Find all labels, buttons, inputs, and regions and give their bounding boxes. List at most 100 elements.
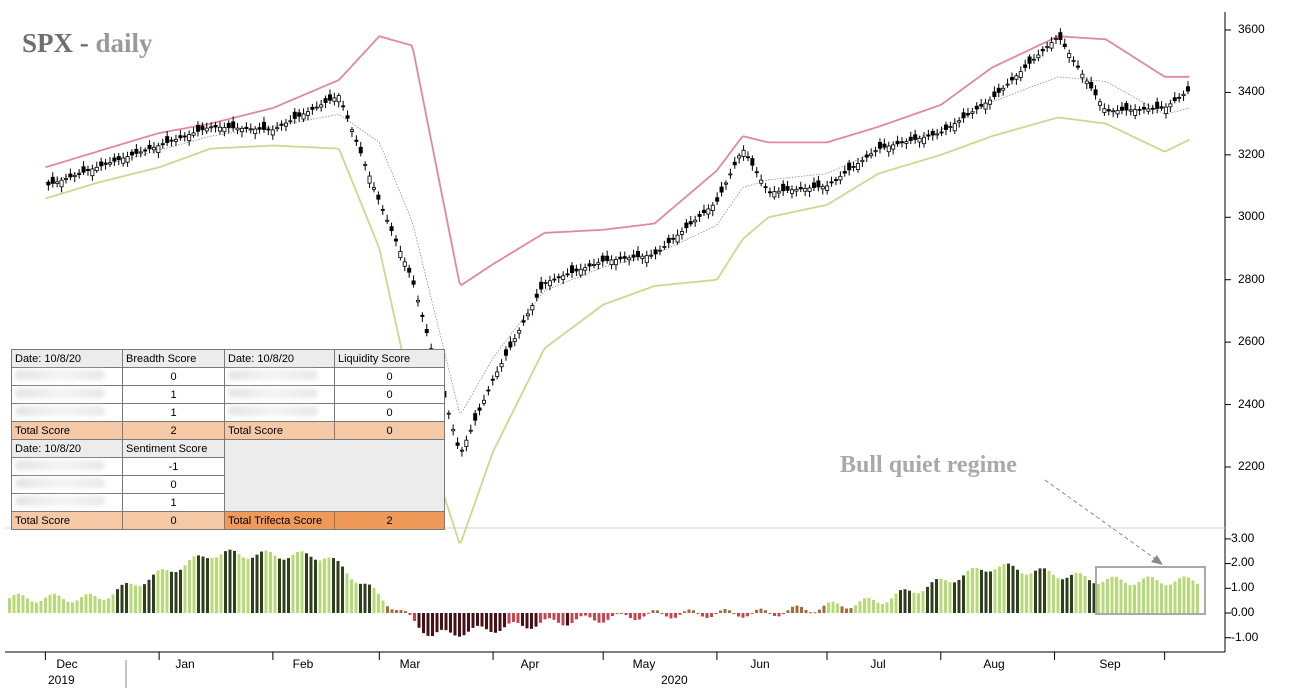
candle-body xyxy=(1097,101,1102,106)
histogram-bar xyxy=(93,596,97,613)
candle-body xyxy=(974,105,979,110)
candle-body xyxy=(327,94,332,101)
candle-body xyxy=(310,106,315,110)
histogram-bar xyxy=(192,556,196,613)
histogram-bar xyxy=(885,602,889,613)
histogram-bar xyxy=(588,613,592,618)
candle-body xyxy=(213,124,218,128)
histogram-bar xyxy=(804,609,808,613)
liquidity-header: Liquidity Score xyxy=(334,349,445,368)
histogram-bar xyxy=(143,584,146,613)
histogram-bar xyxy=(1052,574,1055,613)
candle-body xyxy=(283,122,288,127)
histogram-bar xyxy=(1029,573,1033,613)
histogram-bar xyxy=(125,583,128,613)
candle-body xyxy=(547,280,552,287)
sentiment-total-label: Total Score xyxy=(11,511,123,530)
candle-body xyxy=(468,429,473,432)
histogram-bar xyxy=(278,558,281,613)
candle-body xyxy=(649,254,654,257)
histogram-bar xyxy=(719,610,722,613)
candle-body xyxy=(231,121,236,129)
candle-body xyxy=(732,161,737,166)
histogram-bar xyxy=(1151,577,1154,613)
candle-body xyxy=(759,179,764,184)
candle-body xyxy=(1080,73,1085,79)
candle-body xyxy=(1155,101,1160,109)
histogram-bar xyxy=(1074,572,1078,613)
candle-body xyxy=(1181,93,1186,97)
candle-body xyxy=(1040,48,1045,52)
histogram-bar xyxy=(584,613,587,616)
histogram-bar xyxy=(800,607,803,613)
candle-body xyxy=(877,141,882,149)
candle-body xyxy=(635,251,640,258)
candle-body xyxy=(345,115,350,119)
candle-body xyxy=(147,144,152,150)
candle-body xyxy=(781,183,786,192)
histogram-bar xyxy=(413,613,416,621)
candle-body xyxy=(948,126,953,128)
histogram-bar xyxy=(507,613,511,624)
trifecta-label: Total Trifecta Score xyxy=(224,511,335,530)
histogram-bar xyxy=(228,549,232,613)
histogram-bar xyxy=(1128,585,1132,613)
histogram-bar xyxy=(894,593,898,613)
sentiment-value: -1 xyxy=(122,457,225,476)
candle-body xyxy=(50,176,55,184)
histogram-bar xyxy=(602,613,605,623)
histogram-bar xyxy=(26,598,29,613)
price-tick: 2200 xyxy=(1238,459,1265,473)
histogram-bar xyxy=(876,602,880,613)
candle-body xyxy=(415,299,420,303)
histogram-bar xyxy=(962,575,965,613)
candle-body xyxy=(354,139,359,142)
histogram-bar xyxy=(696,613,700,614)
histogram-bar xyxy=(714,613,718,614)
histogram-bar xyxy=(944,580,947,613)
candle-body xyxy=(543,282,548,284)
title-separator: - xyxy=(73,28,96,58)
candle-body xyxy=(499,363,504,368)
histogram-bar xyxy=(1088,580,1091,613)
histogram-bar xyxy=(998,566,1001,613)
candle-body xyxy=(222,127,227,133)
hist-tick: 1.00 xyxy=(1231,580,1255,594)
candle-body xyxy=(68,173,73,178)
histogram-bar xyxy=(1056,578,1060,613)
histogram-bar xyxy=(908,590,911,613)
histogram-bar xyxy=(66,601,70,613)
candle-body xyxy=(1163,106,1168,114)
histogram-bar xyxy=(512,613,515,622)
candle-body xyxy=(666,237,671,244)
candle-body xyxy=(591,264,596,266)
candle-body xyxy=(305,111,310,116)
candle-body xyxy=(279,123,284,126)
candle-body xyxy=(741,149,746,157)
candle-body xyxy=(943,124,948,130)
candle-body xyxy=(292,111,297,119)
histogram-bar xyxy=(593,613,596,621)
candle-body xyxy=(151,146,156,151)
histogram-bar xyxy=(1002,564,1006,613)
candle-body xyxy=(675,234,680,243)
histogram-bar xyxy=(404,611,407,613)
liquidity-value: 0 xyxy=(334,403,445,422)
histogram-bar xyxy=(633,613,637,621)
histogram-bar xyxy=(863,598,866,613)
histogram-bar xyxy=(116,589,119,613)
candle-body xyxy=(481,399,486,404)
candle-body xyxy=(363,164,368,166)
histogram-bar xyxy=(1142,578,1145,613)
histogram-bar xyxy=(926,586,929,613)
redacted-label xyxy=(224,403,335,422)
breadth-header: Breadth Score xyxy=(122,349,225,368)
candle-body xyxy=(851,166,856,168)
candle-body xyxy=(1058,32,1063,41)
breadth-value: 1 xyxy=(122,385,225,404)
histogram-bar xyxy=(746,613,749,617)
candle-body xyxy=(1045,46,1050,49)
histogram-bar xyxy=(683,611,686,613)
histogram-bar xyxy=(795,605,799,613)
candle-body xyxy=(112,157,117,162)
